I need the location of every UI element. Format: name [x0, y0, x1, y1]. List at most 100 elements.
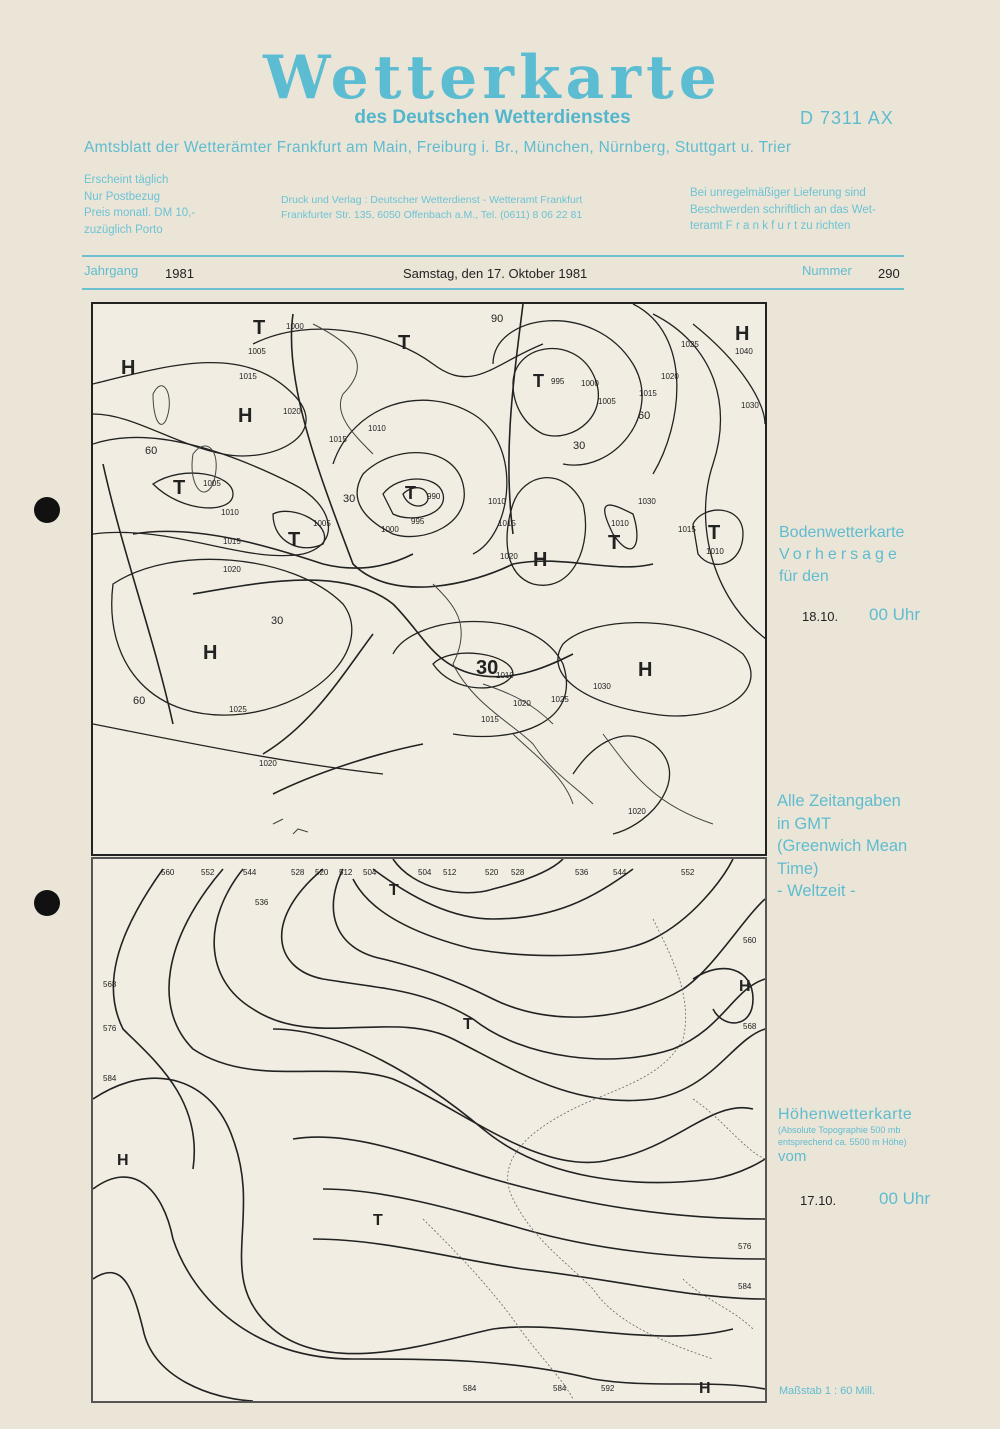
info-line: Preis monatl. DM 10,-	[84, 207, 196, 219]
contour-value: 528	[511, 868, 525, 877]
isobar-value: 1005	[203, 479, 221, 488]
jahrgang-value: 1981	[165, 266, 194, 281]
caption-line: entsprechend ca. 5500 m Höhe)	[778, 1137, 907, 1147]
info-line: teramt F r a n k f u r t zu richten	[690, 220, 851, 232]
low-pressure-label: T	[253, 317, 265, 339]
longitude-value: 90	[491, 313, 503, 325]
low-pressure-label: T	[373, 1212, 383, 1229]
contour-value: 584	[553, 1384, 567, 1393]
high-pressure-label: H	[117, 1152, 129, 1169]
info-line: Bei unregelmäßiger Lieferung sind	[690, 187, 866, 199]
contour-value: 536	[255, 898, 269, 907]
isobars	[92, 303, 774, 835]
contour-value: 584	[103, 1074, 117, 1083]
contour-value: 504	[418, 868, 432, 877]
isobar-value: 1010	[488, 497, 506, 506]
punch-hole	[34, 890, 60, 916]
caption-line: Höhenwetterkarte	[778, 1106, 913, 1123]
caption-line: (Absolute Topographie 500 mb	[778, 1125, 901, 1135]
contour-value: 576	[103, 1024, 117, 1033]
info-line: Frankfurter Str. 135, 6050 Offenbach a.M…	[281, 209, 583, 221]
contour-value: 552	[201, 868, 215, 877]
contour-value: 520	[315, 868, 329, 877]
high-pressure-label: H	[203, 642, 217, 664]
contour-value: 512	[443, 868, 457, 877]
isobar-value: 1010	[611, 519, 629, 528]
isobar-value: 1010	[368, 424, 386, 433]
info-line: Nur Postbezug	[84, 190, 161, 203]
contours	[92, 858, 766, 1402]
isobar-value: 1020	[283, 407, 301, 416]
coastlines	[422, 918, 766, 1400]
low-pressure-label: T	[405, 483, 416, 503]
contour-value: 560	[161, 868, 175, 877]
isobar-value: 1015	[498, 519, 516, 528]
surface-weather-map: H T H T T T H T T H T H H T 30 1000 1005…	[91, 302, 774, 856]
isobar-value: 990	[427, 492, 441, 501]
isobar-value: 1020	[513, 699, 531, 708]
nummer-label: Nummer	[802, 263, 852, 278]
isobar-value: 1030	[593, 682, 611, 691]
contour-value: 552	[681, 868, 695, 877]
isobar-value: 1040	[735, 347, 753, 356]
low-pressure-label: T	[398, 332, 410, 354]
isobar-value: 995	[551, 377, 565, 386]
upper-map-time: 00 Uhr	[879, 1189, 931, 1208]
latitude-value: 30	[271, 615, 283, 627]
caption-line: Vorhersage	[779, 546, 901, 563]
isobar-value: 1000	[581, 379, 599, 388]
coastlines	[152, 323, 714, 835]
caption-line: für den	[779, 568, 829, 585]
nummer-value: 290	[878, 266, 900, 281]
contour-value: 584	[463, 1384, 477, 1393]
isobar-value: 1025	[681, 340, 699, 349]
divider	[82, 255, 904, 257]
high-pressure-label: H	[533, 549, 547, 571]
issue-date: Samstag, den 17. Oktober 1981	[403, 266, 588, 281]
isobar-values: 1000 1005 1015 1020 1015 1010 1005 1010 …	[133, 313, 759, 816]
isobar-value: 1015	[678, 525, 696, 534]
divider	[82, 288, 904, 290]
surface-map-caption: Bodenwetterkarte Vorhersage für den	[779, 522, 904, 588]
map-scale: Maßstab 1 : 60 Mill.	[779, 1385, 875, 1397]
high-pressure-label: H	[739, 978, 751, 995]
isobar-value: 1010	[706, 547, 724, 556]
surface-map-drawing: H T H T T T H T T H T H H T 30 1000 1005…	[92, 303, 774, 835]
upper-map-drawing: 560 552 544 536 528 520 512 504 504 512 …	[92, 858, 766, 1402]
info-line: Beschwerden schriftlich an das Wet-	[690, 203, 876, 216]
note-line: (Greenwich Mean	[777, 837, 908, 855]
surface-map-date: 18.10.	[802, 609, 839, 624]
isobar-value: 1010	[221, 508, 239, 517]
contour-value: 568	[103, 980, 117, 989]
contour-value: 520	[485, 868, 499, 877]
note-line: Time)	[777, 859, 819, 878]
low-pressure-label: T	[608, 532, 620, 554]
low-pressure-label: T	[463, 1016, 473, 1033]
masthead-subtitle: des Deutschen Wetterdienstes	[354, 107, 631, 128]
upper-map-date: 17.10.	[800, 1193, 837, 1208]
note-line: in GMT	[777, 814, 832, 833]
isobar-value: 1020	[259, 759, 277, 768]
isobar-value: 1020	[223, 565, 241, 574]
info-line: zuzüglich Porto	[84, 223, 163, 236]
note-line: - Weltzeit -	[777, 882, 856, 900]
amtsblatt-line: Amtsblatt der Wetterämter Frankfurt am M…	[84, 139, 792, 156]
isobar-value: 995	[411, 517, 425, 526]
contour-values: 560 552 544 536 528 520 512 504 504 512 …	[103, 868, 757, 1393]
info-line: Druck und Verlag : Deutscher Wetterdiens…	[281, 194, 583, 206]
fronts	[102, 303, 654, 795]
contour-value: 576	[738, 1242, 752, 1251]
info-line: Erscheint täglich	[84, 174, 169, 186]
isobar-value: 1010	[496, 671, 514, 680]
note-line: Alle Zeitangaben	[777, 792, 901, 810]
caption-line: vom	[778, 1148, 807, 1165]
contour-value: 504	[363, 868, 377, 877]
contour-value: 560	[743, 936, 757, 945]
latitude-value: 60	[145, 445, 157, 457]
high-pressure-label: H	[735, 323, 749, 345]
high-pressure-label: H	[699, 1380, 711, 1397]
upper-air-map: 560 552 544 536 528 520 512 504 504 512 …	[91, 857, 767, 1403]
isobar-value: 1030	[638, 497, 656, 506]
contour-value: 584	[738, 1282, 752, 1291]
isobar-value: 1015	[223, 537, 241, 546]
